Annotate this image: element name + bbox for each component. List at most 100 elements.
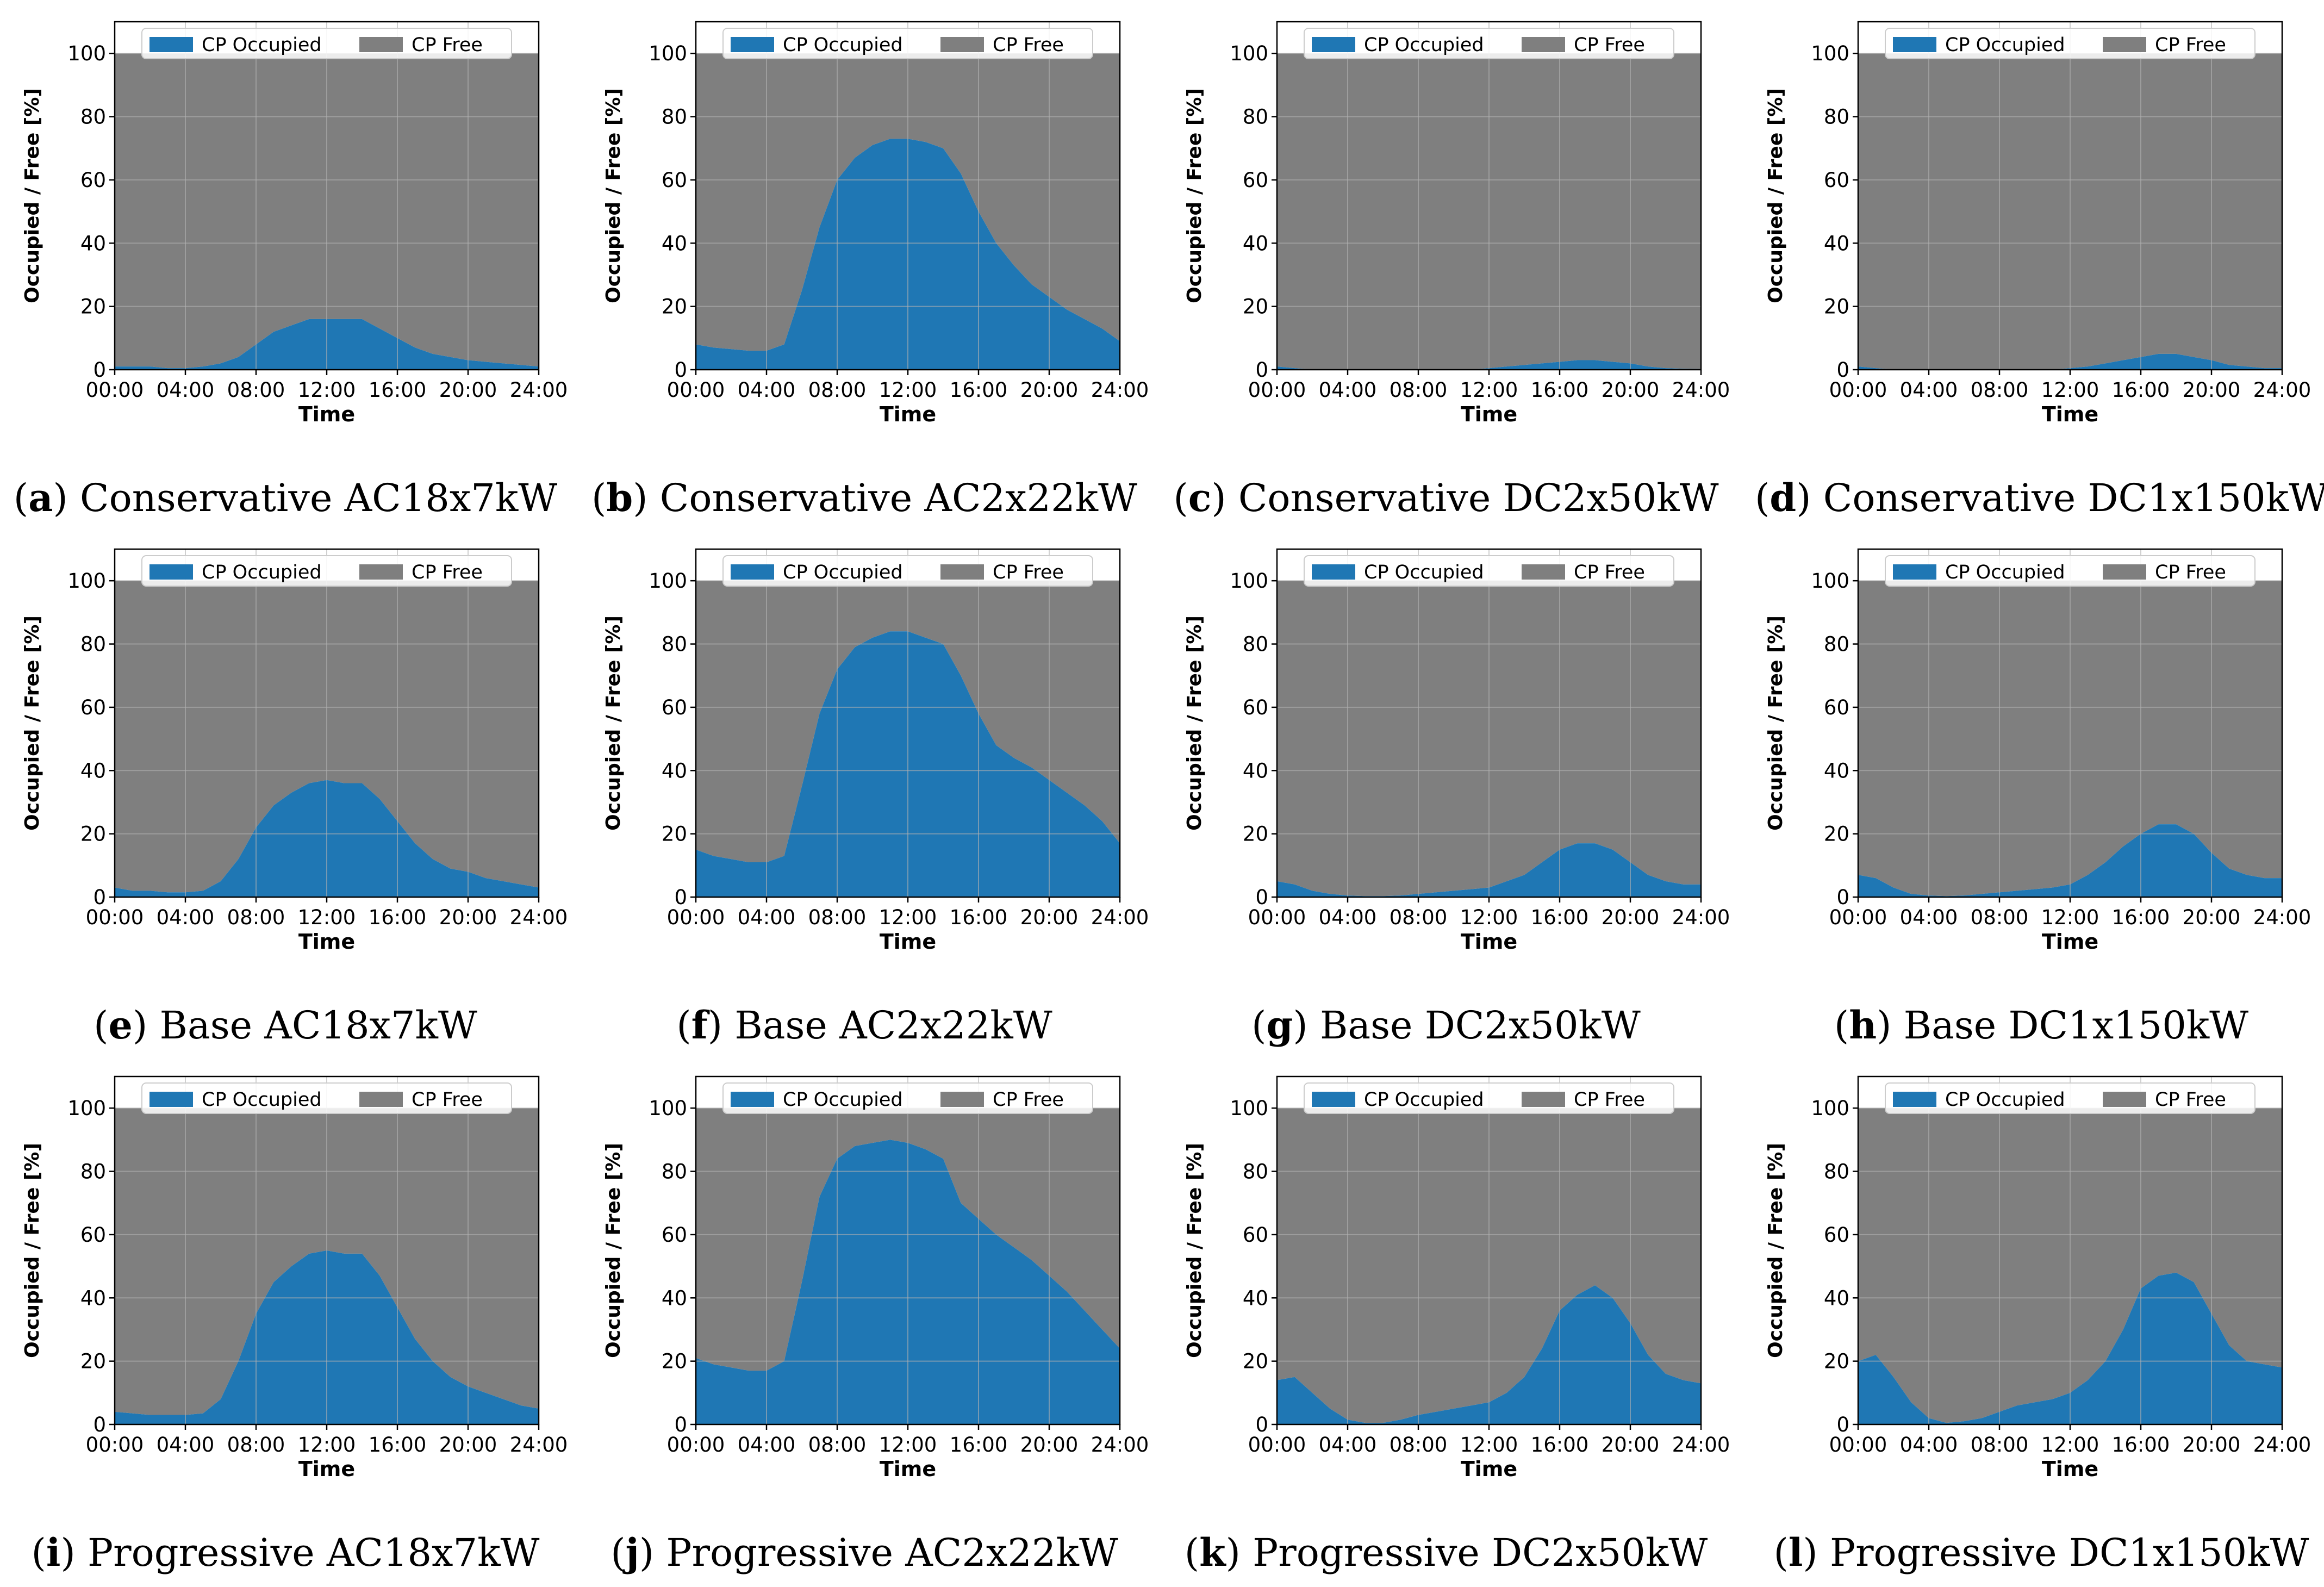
y-tick-label: 100 [1230, 569, 1268, 593]
x-tick-label: 08:00 [227, 906, 285, 929]
legend-label-free: CP Free [1574, 1089, 1645, 1111]
y-tick-label: 20 [80, 1350, 106, 1373]
legend: CP Occupied CP Free [1885, 1082, 2256, 1114]
y-tick-label: 80 [1824, 633, 1849, 656]
panel-caption: (f) Base AC2x22kW [676, 1003, 1052, 1048]
area-cp-occupied [1858, 1272, 2282, 1424]
chart-panel-b: 0 20 40 60 80 100 00:00 04:00 08:00 12:00 16:00 20:… [591, 21, 1149, 520]
y-tick-label: 100 [649, 42, 687, 65]
legend-label-free: CP Free [2155, 34, 2226, 56]
y-axis-label: Occupied / Free [%] [1765, 88, 1787, 303]
x-tick-label: 24:00 [2253, 906, 2311, 929]
y-tick-label: 20 [1824, 1350, 1849, 1373]
x-tick-label: 16:00 [369, 906, 427, 929]
legend-swatch-occupied [731, 37, 774, 52]
x-tick-label: 20:00 [1602, 906, 1660, 929]
legend-label-occupied: CP Occupied [783, 562, 903, 583]
chart-panel-f: 0 20 40 60 80 100 00:00 04:00 08:00 12:00 16:00 20:… [602, 548, 1149, 1048]
x-tick-label: 16:00 [2112, 1433, 2170, 1457]
x-tick-label: 16:00 [1531, 906, 1589, 929]
y-tick-label: 20 [662, 295, 687, 319]
panel-caption: (d) Conservative DC1x150kW [1755, 475, 2324, 520]
x-tick-label: 08:00 [808, 378, 867, 402]
y-tick-label: 0 [1836, 886, 1849, 909]
legend-label-occupied: CP Occupied [202, 562, 322, 583]
legend-box [141, 28, 512, 59]
area-cp-occupied [1277, 360, 1701, 370]
legend-box [1304, 1082, 1674, 1114]
x-tick-label: 04:00 [1900, 906, 1958, 929]
area-cp-occupied [1277, 1285, 1701, 1424]
x-axis-label: Time [880, 1457, 936, 1481]
y-tick-label: 60 [80, 169, 106, 192]
x-tick-label: 16:00 [950, 906, 1008, 929]
x-tick-label: 24:00 [510, 1433, 568, 1457]
x-tick-label: 24:00 [1091, 1433, 1149, 1457]
chart-panel-i: 0 20 40 60 80 100 00:00 04:00 08:00 12:00 16:00 20:… [21, 1075, 568, 1575]
x-tick-label: 20:00 [1020, 1433, 1079, 1457]
x-tick-label: 04:00 [738, 378, 796, 402]
legend-label-free: CP Free [2155, 1089, 2226, 1111]
legend-box [141, 1082, 512, 1114]
panel-caption: (g) Base DC2x50kW [1251, 1003, 1641, 1048]
y-axis-label: Occupied / Free [%] [21, 1143, 43, 1358]
legend-swatch-free [1522, 564, 1565, 580]
x-tick-label: 04:00 [738, 1433, 796, 1457]
chart-panel-a: 0 20 40 60 80 100 00:00 04:00 08:00 12:00 16:00 20:… [14, 21, 568, 520]
y-tick-label: 80 [80, 1160, 106, 1184]
y-tick-label: 20 [1243, 1350, 1268, 1373]
y-tick-label: 20 [80, 295, 106, 319]
chart-panel-d: 0 20 40 60 80 100 00:00 04:00 08:00 12:00 16:00 20:… [1755, 21, 2324, 520]
y-tick-label: 20 [1243, 295, 1268, 319]
y-tick-label: 100 [1811, 1097, 1849, 1120]
y-tick-label: 80 [662, 633, 687, 656]
legend-swatch-free [940, 37, 984, 52]
chart-panel-c: 0 20 40 60 80 100 00:00 04:00 08:00 12:00 16:00 20:… [1173, 21, 1730, 520]
x-tick-label: 00:00 [1829, 378, 1887, 402]
x-tick-label: 00:00 [86, 1433, 144, 1457]
y-tick-label: 100 [67, 569, 106, 593]
legend-swatch-occupied [1312, 1092, 1355, 1107]
area-cp-free [115, 1108, 539, 1415]
legend-box [1304, 555, 1674, 587]
y-tick-label: 0 [1255, 1413, 1268, 1436]
chart-panel-k: 0 20 40 60 80 100 00:00 04:00 08:00 12:00 16:00 20:… [1183, 1075, 1730, 1575]
y-axis-label: Occupied / Free [%] [1765, 1143, 1787, 1358]
y-tick-label: 60 [1243, 1223, 1268, 1247]
y-tick-label: 60 [662, 169, 687, 192]
legend-label-free: CP Free [993, 562, 1064, 583]
legend: CP Occupied CP Free [1304, 555, 1674, 587]
legend-swatch-free [1522, 37, 1565, 52]
y-tick-label: 80 [1243, 1160, 1268, 1184]
y-tick-label: 80 [662, 1160, 687, 1184]
y-tick-label: 0 [93, 358, 106, 382]
x-tick-label: 04:00 [1319, 1433, 1377, 1457]
x-tick-label: 08:00 [1390, 378, 1448, 402]
y-tick-label: 40 [80, 1286, 106, 1310]
y-tick-label: 20 [662, 823, 687, 846]
x-tick-label: 24:00 [510, 378, 568, 402]
legend-swatch-free [2103, 564, 2146, 580]
area-cp-free [696, 1108, 1120, 1371]
x-axis-label: Time [2042, 930, 2098, 954]
legend-label-occupied: CP Occupied [1945, 1089, 2065, 1111]
y-tick-label: 0 [93, 886, 106, 909]
panel-caption: (e) Base AC18x7kW [94, 1003, 477, 1048]
legend-swatch-occupied [731, 564, 774, 580]
x-axis-label: Time [880, 402, 936, 426]
x-tick-label: 00:00 [1248, 906, 1306, 929]
legend-label-occupied: CP Occupied [1945, 562, 2065, 583]
legend-label-free: CP Free [412, 1089, 483, 1111]
y-tick-label: 0 [93, 1413, 106, 1436]
legend: CP Occupied CP Free [141, 1082, 512, 1114]
y-tick-label: 100 [1230, 1097, 1268, 1120]
panel-caption: (a) Conservative AC18x7kW [14, 475, 557, 520]
legend-swatch-occupied [1893, 564, 1936, 580]
x-tick-label: 24:00 [510, 906, 568, 929]
y-tick-label: 60 [1243, 696, 1268, 719]
y-tick-label: 20 [80, 823, 106, 846]
area-cp-occupied [1858, 353, 2282, 370]
y-tick-label: 100 [67, 1097, 106, 1120]
y-tick-label: 0 [1255, 358, 1268, 382]
x-tick-label: 16:00 [369, 378, 427, 402]
